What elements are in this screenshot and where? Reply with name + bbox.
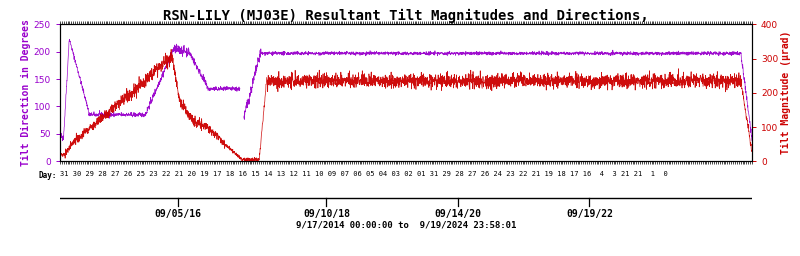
Text: 31 30 29 28 27 26 25 23 22 21 20 19 17 18 16 15 14 13 12 11 10 09 07 06 05 04 03: 31 30 29 28 27 26 25 23 22 21 20 19 17 1… bbox=[60, 171, 668, 177]
Title: RSN-LILY (MJ03E) Resultant Tilt Magnitudes and Directions,: RSN-LILY (MJ03E) Resultant Tilt Magnitud… bbox=[163, 9, 649, 23]
Text: 09/19/22: 09/19/22 bbox=[566, 209, 613, 219]
Text: 09/10/18: 09/10/18 bbox=[303, 209, 350, 219]
Text: 09/05/16: 09/05/16 bbox=[154, 209, 201, 219]
Y-axis label: Tilt Magnitude (μrad): Tilt Magnitude (μrad) bbox=[781, 31, 791, 154]
Text: Day:: Day: bbox=[38, 171, 57, 180]
Text: 09/14/20: 09/14/20 bbox=[434, 209, 482, 219]
Y-axis label: Tilt Direction in Degrees: Tilt Direction in Degrees bbox=[21, 19, 31, 166]
Text: 9/17/2014 00:00:00 to  9/19/2024 23:58:01: 9/17/2014 00:00:00 to 9/19/2024 23:58:01 bbox=[296, 221, 516, 230]
